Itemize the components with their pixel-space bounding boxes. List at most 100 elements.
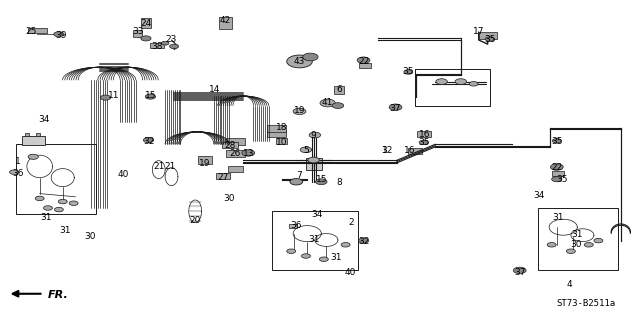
Bar [359,63,371,68]
Text: 32: 32 [143,137,154,146]
Circle shape [287,249,296,253]
Text: 42: 42 [220,16,231,25]
Text: 35: 35 [484,35,495,44]
Text: 8: 8 [337,178,342,187]
Bar [133,30,142,37]
Text: 22: 22 [358,57,369,66]
Bar [335,86,344,94]
Circle shape [594,238,603,243]
Circle shape [419,140,428,145]
Text: 11: 11 [108,92,120,100]
Circle shape [552,139,561,143]
Circle shape [303,53,318,61]
Bar [538,208,618,270]
Text: 37: 37 [390,104,401,113]
Text: 35: 35 [403,67,414,76]
Circle shape [143,138,154,143]
Circle shape [485,37,494,41]
Circle shape [10,170,19,174]
Text: 40: 40 [117,170,129,179]
Text: 35: 35 [556,175,568,184]
Bar [267,130,286,137]
Circle shape [293,108,306,115]
Text: 35: 35 [418,138,429,147]
Text: 18: 18 [276,124,287,132]
Circle shape [287,55,312,68]
Circle shape [547,243,556,247]
Text: 21: 21 [153,162,164,171]
Text: 16: 16 [419,130,430,139]
Circle shape [242,150,255,156]
Text: 19: 19 [294,106,305,115]
Text: 30: 30 [223,194,235,203]
Text: 40: 40 [345,268,356,277]
Bar [415,69,490,106]
Circle shape [54,207,63,212]
Bar [22,136,45,145]
Circle shape [69,201,78,205]
Text: 34: 34 [311,210,323,219]
Text: 34: 34 [38,116,49,124]
Circle shape [290,179,303,185]
Circle shape [141,36,151,41]
Text: 24: 24 [140,19,152,28]
Bar [150,43,164,48]
Text: 16: 16 [404,146,415,155]
Text: 23: 23 [166,35,177,44]
Circle shape [35,196,44,201]
Text: ST73-B2511a: ST73-B2511a [557,299,616,308]
Circle shape [513,267,526,274]
Bar [28,28,47,33]
Circle shape [100,95,111,100]
Text: 17: 17 [473,28,484,36]
Text: 34: 34 [533,191,545,200]
Bar [219,17,232,28]
Bar [16,144,96,214]
Circle shape [316,179,327,185]
Bar [276,138,287,144]
Text: 1: 1 [15,157,20,166]
Text: 15: 15 [316,175,327,184]
Bar [216,173,230,179]
Text: 43: 43 [294,57,305,66]
Circle shape [552,177,562,182]
Text: 31: 31 [572,230,583,239]
Text: 7: 7 [297,172,302,180]
Text: 37: 37 [514,268,525,277]
Circle shape [300,147,312,153]
Bar [223,142,238,148]
Bar [408,148,422,154]
Text: 31: 31 [40,213,52,222]
Bar [25,133,29,136]
Circle shape [341,243,350,247]
Text: 4: 4 [567,280,572,289]
Circle shape [28,154,38,159]
Text: 3: 3 [381,146,387,155]
Circle shape [469,82,478,86]
Text: 10: 10 [276,138,287,147]
Circle shape [308,157,319,163]
Text: 14: 14 [209,85,220,94]
Circle shape [44,206,52,210]
Bar [267,125,286,132]
Bar [228,166,243,172]
Text: 41: 41 [322,98,333,107]
Circle shape [145,94,156,99]
Text: 13: 13 [243,149,254,158]
Circle shape [404,70,413,74]
Text: 6: 6 [337,85,342,94]
Circle shape [54,32,64,37]
Text: 30: 30 [570,240,582,249]
Bar [36,133,40,136]
Circle shape [455,79,467,84]
Circle shape [550,164,563,170]
Bar [552,171,564,176]
Text: 35: 35 [551,137,563,146]
Bar [306,158,322,170]
Text: 28: 28 [225,141,236,150]
Text: 39: 39 [55,31,67,40]
Circle shape [301,254,310,258]
Text: 2: 2 [348,218,353,227]
Text: 20: 20 [189,216,201,225]
Circle shape [389,104,402,110]
